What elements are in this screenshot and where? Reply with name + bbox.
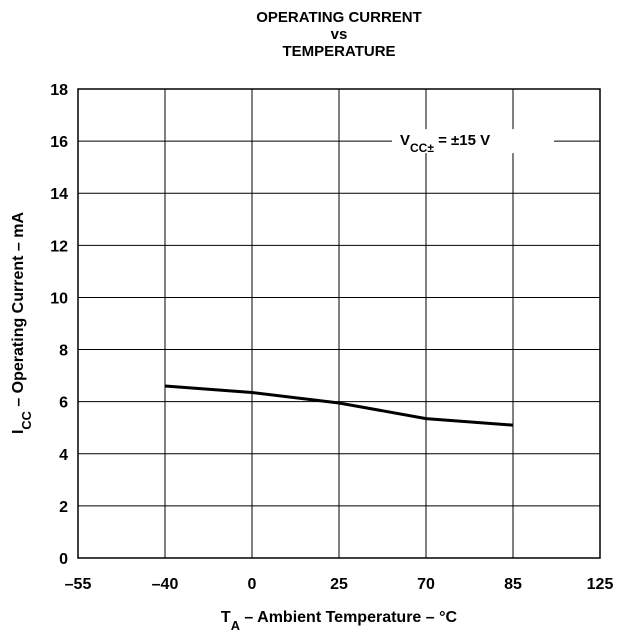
- y-axis-label-sub: CC: [19, 411, 34, 429]
- y-tick-label: 8: [59, 343, 68, 360]
- y-axis-label: ICC – Operating Current – mA: [10, 212, 34, 435]
- x-tick-label: 85: [504, 576, 522, 593]
- title-line: vs: [331, 26, 348, 43]
- y-tick-label: 12: [50, 238, 68, 255]
- y-tick-label: 6: [59, 395, 68, 412]
- y-tick-label: 0: [59, 551, 68, 568]
- annotation-main: V: [400, 132, 410, 149]
- x-tick-label: 70: [417, 576, 435, 593]
- x-axis-label-sub: A: [231, 618, 240, 633]
- title-line: TEMPERATURE: [282, 43, 395, 60]
- annotation-bg: [392, 129, 554, 154]
- x-axis-label-rest: – Ambient Temperature – °C: [240, 609, 458, 626]
- x-tick-label: 125: [587, 576, 614, 593]
- x-axis-label: TA – Ambient Temperature – °C: [221, 609, 458, 633]
- y-axis-label-rest: – Operating Current – mA: [10, 212, 27, 412]
- x-tick-label: 0: [248, 576, 257, 593]
- title-line: OPERATING CURRENT: [256, 9, 422, 26]
- annotation: VCC± = ±15 V: [400, 132, 490, 155]
- x-tick-label: –40: [152, 576, 179, 593]
- annotation-rest: = ±15 V: [434, 132, 490, 149]
- y-tick-label: 16: [50, 134, 68, 151]
- x-tick-label: –55: [65, 576, 92, 593]
- annotation-sub: CC±: [410, 141, 434, 155]
- y-tick-label: 18: [50, 82, 68, 99]
- data-line: [164, 384, 514, 427]
- y-tick-label: 4: [59, 447, 68, 464]
- y-tick-label: 14: [50, 186, 68, 203]
- x-tick-label: 25: [330, 576, 348, 593]
- y-tick-label: 10: [50, 290, 68, 307]
- plot-frame: [77, 88, 601, 559]
- x-axis-label-main: T: [221, 609, 231, 626]
- y-axis-label-main: I: [10, 430, 27, 434]
- y-tick-label: 2: [59, 499, 68, 516]
